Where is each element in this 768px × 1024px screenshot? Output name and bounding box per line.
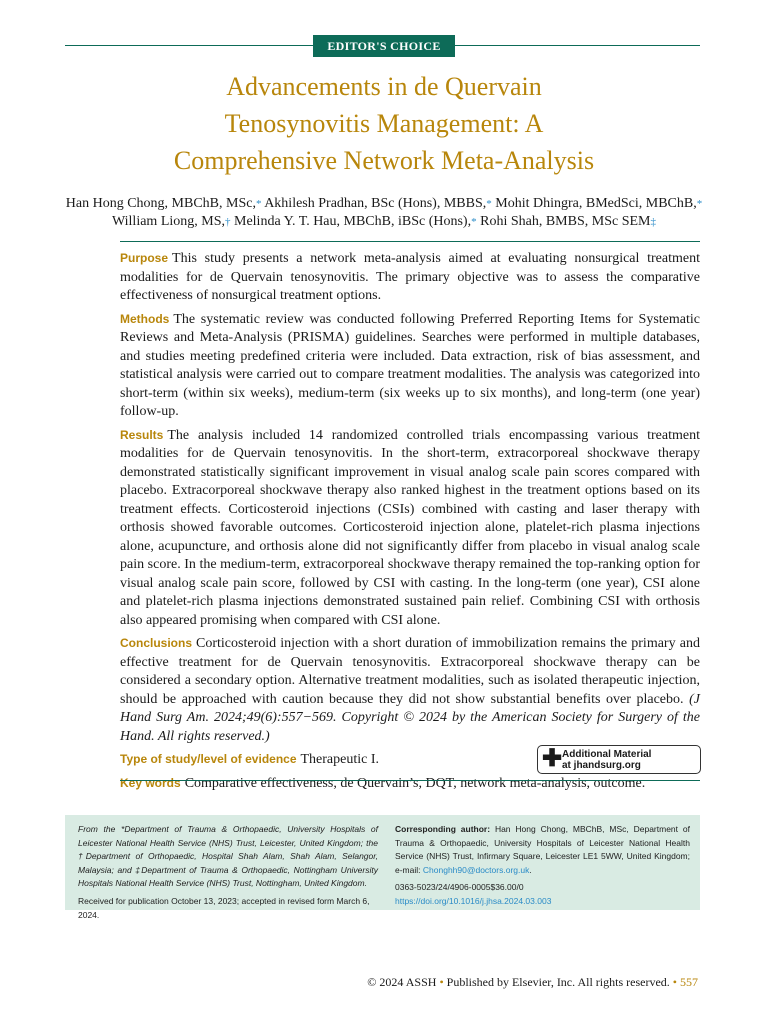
title-line: Comprehensive Network Meta-Analysis bbox=[173, 146, 595, 175]
author: Rohi Shah, BMBS, MSc SEM‡ bbox=[480, 214, 656, 229]
additional-material-link[interactable]: ✚ Additional Material at jhandsurg.org bbox=[537, 745, 701, 774]
abstract-keywords: Key words Comparative effectiveness, de Q… bbox=[120, 775, 646, 791]
article-title: Advancements in de Quervain Tenosynoviti… bbox=[60, 68, 708, 179]
header-rule-right bbox=[455, 45, 700, 46]
abstract-results: Results The analysis included 14 randomiz… bbox=[120, 427, 700, 628]
author: Mohit Dhingra, BMedSci, MBChB,* bbox=[495, 196, 703, 211]
doi-link[interactable]: https://doi.org/10.1016/j.jhsa.2024.03.0… bbox=[395, 895, 552, 906]
abstract-methods: Methods The systematic review was conduct… bbox=[120, 311, 700, 420]
author: William Liong, MS,† bbox=[112, 214, 231, 229]
abstract-purpose: Purpose This study presents a network met… bbox=[120, 251, 700, 303]
email-link[interactable]: Chonghh90@doctors.org.uk bbox=[422, 864, 530, 875]
author: Han Hong Chong, MBChB, MSc,* bbox=[65, 196, 262, 211]
header-rule-left bbox=[65, 45, 313, 46]
citation: (J Hand Surg Am. 2024;49(6):557−569. Cop… bbox=[120, 691, 700, 744]
page-number: 557 bbox=[680, 975, 698, 989]
title-line: Advancements in de Quervain bbox=[226, 72, 542, 101]
title-line: Tenosynovitis Management: A bbox=[224, 109, 544, 138]
affiliations: From the *Department of Trauma & Orthopa… bbox=[78, 824, 378, 888]
received-dates: Received for publication October 13, 202… bbox=[78, 896, 370, 920]
abstract: Purpose This study presents a network met… bbox=[120, 249, 700, 797]
plus-icon: ✚ bbox=[542, 745, 563, 772]
abstract-top-rule bbox=[120, 241, 700, 242]
editors-choice-badge: EDITOR'S CHOICE bbox=[313, 35, 455, 57]
issn: 0363-5023/24/4906-0005$36.00/0 bbox=[395, 882, 524, 892]
author: Melinda Y. T. Hau, MBChB, iBSc (Hons),* bbox=[234, 214, 477, 229]
page-footer: © 2024 ASSH • Published by Elsevier, Inc… bbox=[367, 975, 698, 989]
abstract-bottom-rule bbox=[120, 780, 700, 781]
author: Akhilesh Pradhan, BSc (Hons), MBBS,* bbox=[264, 196, 492, 211]
footnote-box: From the *Department of Trauma & Orthopa… bbox=[65, 815, 700, 920]
corresponding-author: Corresponding author: Han Hong Chong, MB… bbox=[395, 823, 690, 908]
author-list: Han Hong Chong, MBChB, MSc,* Akhilesh Pr… bbox=[55, 195, 713, 231]
abstract-study-type: Type of study/level of evidence Therapeut… bbox=[120, 752, 380, 767]
abstract-conclusions: Conclusions Corticosteroid injection with… bbox=[120, 636, 700, 744]
